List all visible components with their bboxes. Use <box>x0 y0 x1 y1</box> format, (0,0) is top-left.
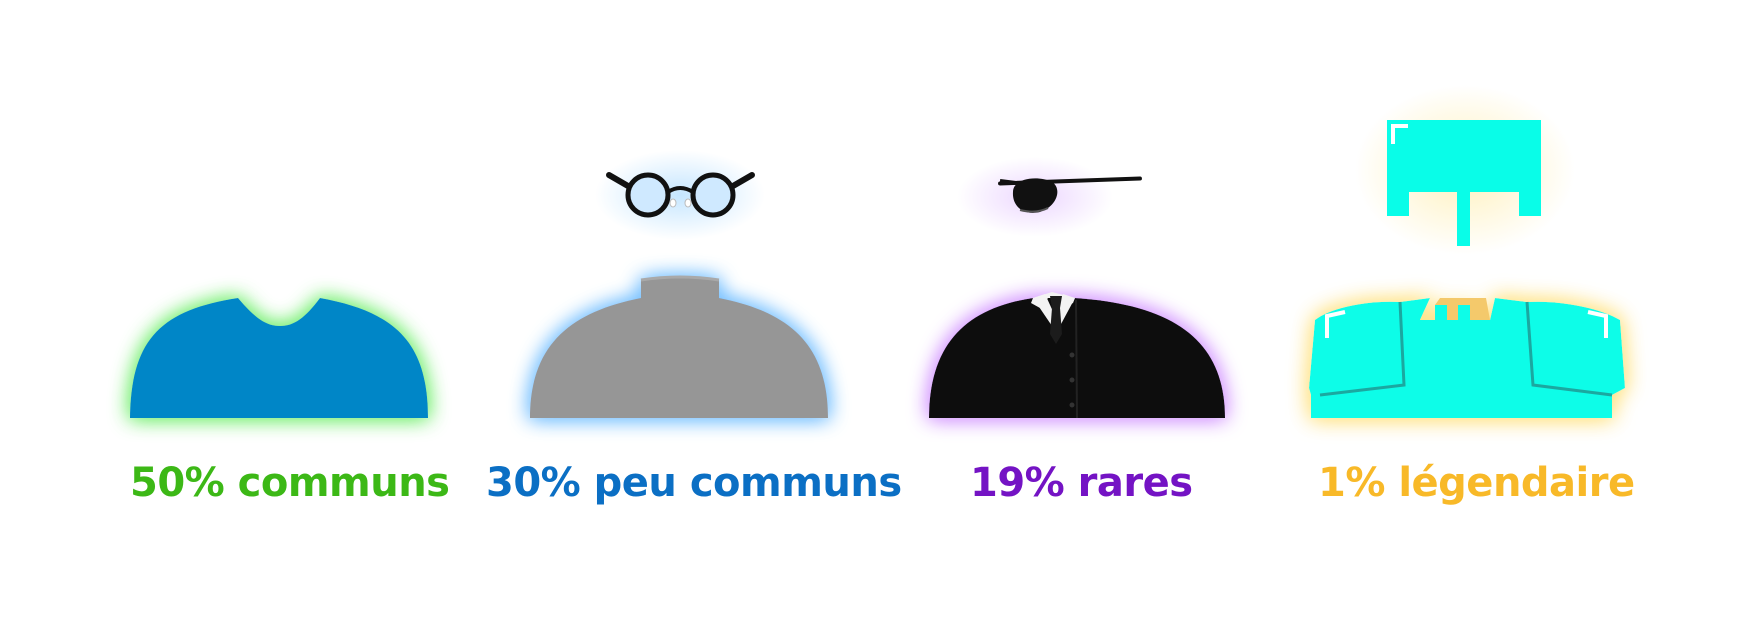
round-glasses-icon <box>606 172 755 218</box>
uncommon-outfit <box>530 150 828 418</box>
legendary-outfit <box>1309 85 1625 418</box>
tier-label-uncommon: 30% peu communs <box>486 460 902 506</box>
common-outfit <box>130 298 428 418</box>
suit-icon <box>929 292 1225 419</box>
tier-label-rare: 19% rares <box>970 460 1193 506</box>
armor-icon <box>1309 298 1625 418</box>
turtleneck-icon <box>530 277 828 418</box>
eye-patch-icon <box>998 176 1142 213</box>
t-shirt-icon <box>130 298 428 418</box>
helmet-icon <box>1387 120 1541 246</box>
tier-label-legendary: 1% légendaire <box>1318 460 1635 506</box>
tier-label-common: 50% communs <box>130 460 450 506</box>
rare-outfit <box>929 157 1225 419</box>
